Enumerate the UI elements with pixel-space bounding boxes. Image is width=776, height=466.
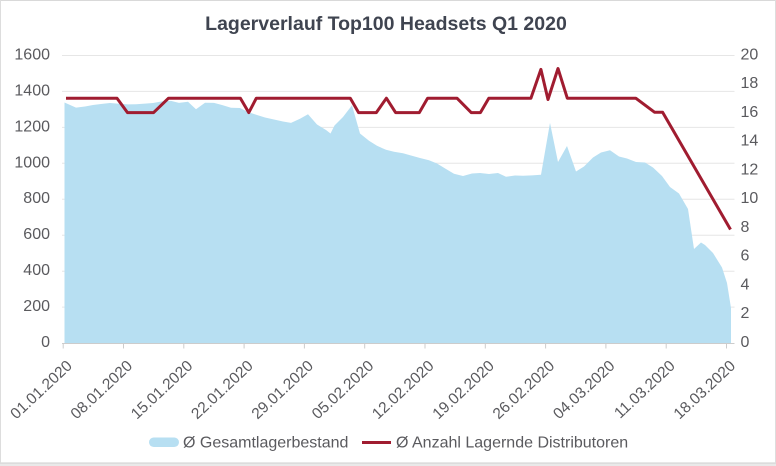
svg-text:16: 16 bbox=[741, 104, 759, 121]
svg-text:8: 8 bbox=[741, 219, 750, 236]
svg-text:1000: 1000 bbox=[14, 154, 50, 171]
svg-text:12: 12 bbox=[741, 162, 759, 179]
svg-text:1200: 1200 bbox=[14, 118, 50, 135]
svg-text:600: 600 bbox=[23, 226, 50, 243]
svg-text:Ø Anzahl Lagernde Distributore: Ø Anzahl Lagernde Distributoren bbox=[396, 435, 628, 452]
svg-text:14: 14 bbox=[741, 133, 759, 150]
svg-text:400: 400 bbox=[23, 262, 50, 279]
svg-text:18: 18 bbox=[741, 75, 759, 92]
svg-text:6: 6 bbox=[741, 248, 750, 265]
svg-text:Lagerverlauf Top100 Headsets Q: Lagerverlauf Top100 Headsets Q1 2020 bbox=[205, 13, 567, 35]
svg-text:20: 20 bbox=[741, 47, 759, 64]
svg-text:2: 2 bbox=[741, 305, 750, 322]
svg-text:200: 200 bbox=[23, 298, 50, 315]
svg-text:Ø Gesamtlagerbestand: Ø Gesamtlagerbestand bbox=[183, 435, 348, 452]
svg-text:1400: 1400 bbox=[14, 82, 50, 99]
svg-text:0: 0 bbox=[41, 334, 50, 351]
svg-text:0: 0 bbox=[741, 334, 750, 351]
svg-text:4: 4 bbox=[741, 277, 750, 294]
svg-text:800: 800 bbox=[23, 190, 50, 207]
svg-text:10: 10 bbox=[741, 190, 759, 207]
svg-text:1600: 1600 bbox=[14, 47, 50, 64]
